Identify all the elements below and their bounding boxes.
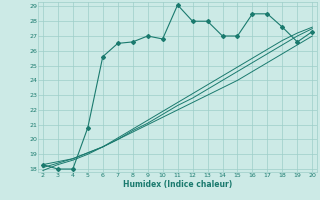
- X-axis label: Humidex (Indice chaleur): Humidex (Indice chaleur): [123, 180, 232, 189]
